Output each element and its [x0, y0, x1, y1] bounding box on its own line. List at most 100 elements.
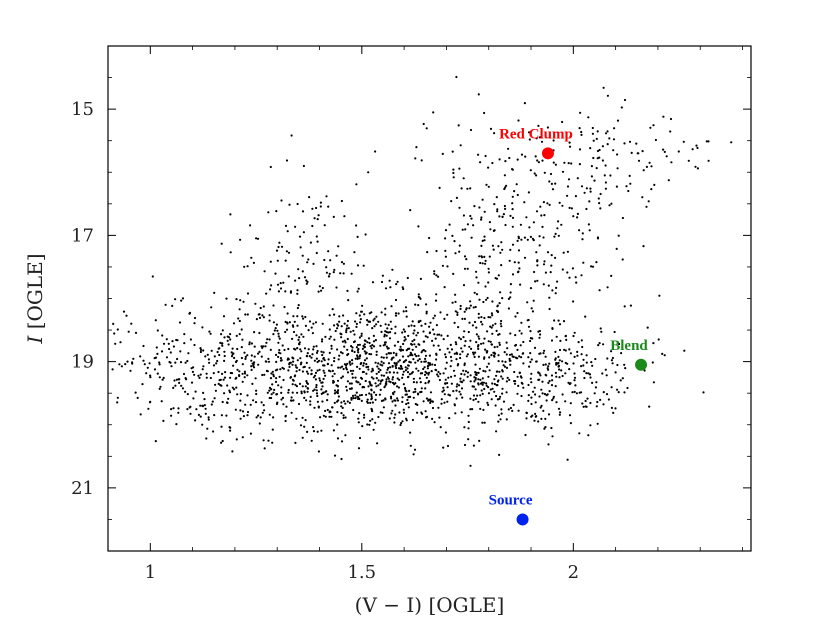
star-point	[258, 350, 261, 353]
star-point	[523, 201, 526, 204]
star-point	[475, 333, 478, 336]
star-point	[208, 330, 211, 333]
star-point	[559, 339, 562, 342]
star-point	[332, 271, 335, 274]
star-point	[481, 383, 484, 386]
star-point	[252, 366, 256, 369]
star-point	[630, 151, 633, 154]
star-point	[332, 381, 335, 384]
star-point	[437, 275, 440, 278]
star-point	[228, 389, 231, 392]
star-point	[487, 362, 490, 365]
star-point	[409, 444, 412, 447]
star-point	[341, 365, 344, 368]
y-axis-label-unit: [OGLE]	[23, 253, 47, 335]
star-point	[629, 182, 632, 185]
star-point	[207, 418, 210, 421]
star-point	[447, 376, 450, 379]
star-point	[391, 378, 394, 381]
star-point	[487, 340, 490, 343]
star-point	[346, 348, 349, 351]
star-point	[390, 305, 393, 308]
star-point	[396, 385, 399, 388]
blend-label: Blend	[610, 338, 648, 354]
star-point	[253, 345, 256, 348]
star-point	[340, 333, 343, 336]
star-point	[357, 351, 360, 354]
star-point	[505, 380, 508, 383]
star-point	[463, 310, 466, 313]
star-point	[312, 348, 315, 351]
star-point	[406, 371, 410, 374]
star-point	[385, 353, 388, 356]
star-point	[319, 201, 322, 204]
star-point	[641, 150, 644, 153]
star-point	[478, 255, 481, 258]
star-point	[446, 444, 450, 448]
star-point	[125, 314, 128, 317]
star-point	[382, 356, 385, 359]
star-point	[493, 390, 496, 393]
star-point	[484, 262, 487, 265]
star-point	[267, 360, 271, 363]
star-point	[386, 347, 389, 350]
star-point	[229, 429, 232, 432]
star-point	[501, 392, 504, 395]
star-point	[316, 430, 319, 433]
star-point	[255, 237, 258, 240]
star-point	[118, 363, 121, 366]
star-point	[261, 411, 264, 414]
star-point	[487, 267, 490, 270]
star-point	[365, 363, 368, 366]
star-point	[258, 422, 261, 425]
star-point	[538, 395, 541, 398]
star-point	[316, 360, 319, 364]
star-point	[314, 371, 318, 374]
star-point	[448, 223, 451, 226]
star-point	[555, 401, 558, 404]
star-point	[242, 415, 245, 418]
star-point	[435, 324, 438, 327]
star-point	[267, 357, 270, 360]
star-point	[241, 338, 244, 341]
star-point	[420, 387, 423, 390]
star-point	[531, 237, 535, 240]
star-point	[558, 348, 562, 352]
star-point	[556, 227, 559, 230]
star-point	[333, 360, 336, 363]
star-point	[355, 391, 358, 394]
star-point	[295, 417, 298, 420]
star-point	[493, 132, 496, 135]
star-point	[431, 417, 434, 420]
star-point	[238, 333, 241, 336]
star-point	[411, 340, 414, 343]
star-point	[158, 387, 161, 390]
star-point	[512, 403, 515, 406]
star-point	[425, 310, 428, 313]
star-point	[486, 365, 489, 368]
star-point	[608, 204, 611, 207]
star-point	[276, 259, 279, 262]
star-point	[534, 401, 537, 404]
star-point	[324, 335, 327, 338]
star-point	[399, 423, 402, 427]
star-point	[244, 313, 247, 316]
star-point	[581, 402, 584, 405]
star-point	[156, 372, 159, 375]
star-point	[280, 391, 283, 394]
star-point	[406, 398, 409, 401]
star-point	[548, 203, 551, 206]
star-point	[519, 344, 522, 347]
star-point	[381, 411, 384, 414]
star-point	[509, 296, 512, 299]
star-point	[407, 375, 410, 378]
star-point	[425, 127, 428, 130]
star-point	[267, 211, 270, 214]
star-point	[362, 370, 365, 374]
star-point	[132, 357, 135, 360]
star-point	[499, 395, 502, 398]
star-point	[509, 248, 512, 251]
star-point	[481, 198, 484, 201]
star-point	[374, 150, 377, 153]
star-point	[581, 238, 584, 241]
